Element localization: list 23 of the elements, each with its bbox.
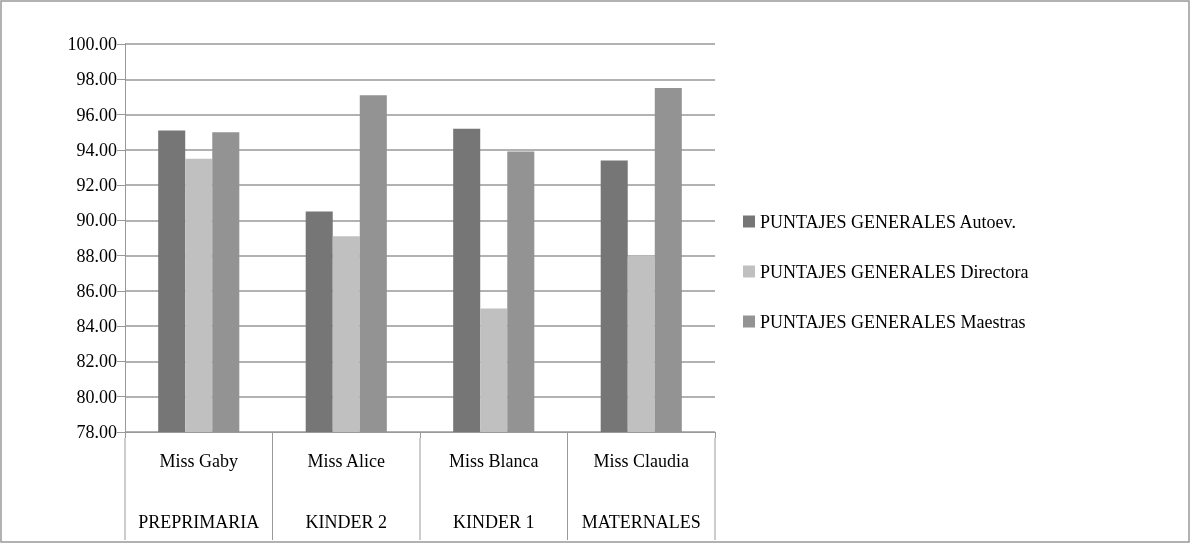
text: PREPRIMARIA bbox=[138, 512, 260, 532]
legend-label: PUNTAJES GENERALES Maestras bbox=[760, 311, 1026, 332]
text: KINDER 2 bbox=[305, 512, 387, 532]
y-tick-label: 96.00 bbox=[76, 104, 117, 125]
y-tick-label: 94.00 bbox=[76, 139, 117, 160]
text: KINDER 1 bbox=[453, 512, 535, 532]
y-tick-label: 98.00 bbox=[76, 69, 117, 90]
y-tick-label: 82.00 bbox=[76, 351, 117, 372]
y-tick-label: 100.00 bbox=[67, 34, 117, 54]
text: MATERNALES bbox=[581, 512, 701, 532]
legend-label: PUNTAJES GENERALES Directora bbox=[760, 261, 1029, 282]
y-tick-label: 88.00 bbox=[76, 245, 117, 266]
legend-label: PUNTAJES GENERALES Autoev. bbox=[760, 211, 1016, 232]
y-tick-label: 80.00 bbox=[76, 386, 117, 407]
x-tick-label: Miss Alice bbox=[307, 451, 386, 471]
y-tick-label: 84.00 bbox=[76, 316, 117, 337]
y-tick-label: 86.00 bbox=[76, 280, 117, 301]
y-tick-label: 78.00 bbox=[76, 422, 117, 442]
x-tick-label: Miss Gaby bbox=[159, 451, 239, 471]
y-tick-label: 92.00 bbox=[76, 175, 117, 196]
y-tick-label: 90.00 bbox=[76, 210, 117, 231]
x-tick-label: Miss Blanca bbox=[449, 451, 539, 471]
x-tick-label: Miss Claudia bbox=[593, 451, 690, 471]
